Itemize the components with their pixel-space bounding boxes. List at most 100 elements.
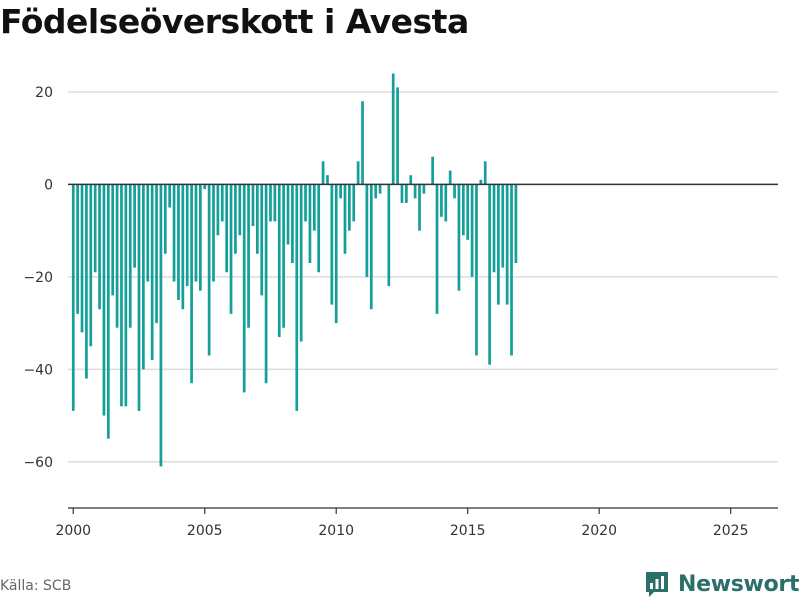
brand-name: Newsworthy	[678, 571, 800, 597]
x-tick-label: 2020	[581, 523, 617, 539]
bar	[194, 184, 198, 282]
source-note: Källa: SCB	[0, 578, 72, 594]
bar	[435, 184, 439, 314]
bar	[159, 184, 163, 467]
bar	[111, 184, 115, 296]
bar	[457, 184, 461, 291]
bar	[242, 184, 246, 393]
bar	[120, 184, 123, 407]
bar	[89, 184, 93, 347]
y-tick-label: −40	[23, 362, 53, 378]
bar	[510, 184, 513, 356]
bar	[286, 184, 290, 245]
bar	[163, 184, 167, 254]
bar	[142, 184, 145, 370]
bar	[76, 184, 79, 314]
bar	[199, 184, 202, 291]
bar	[85, 184, 88, 379]
bar	[356, 161, 360, 185]
bar	[155, 184, 158, 324]
bar	[137, 184, 141, 411]
x-tick-label: 2000	[55, 523, 91, 539]
bar	[453, 184, 456, 199]
bar	[295, 184, 299, 411]
bar	[317, 184, 321, 273]
newsworthy-logo-icon	[646, 572, 668, 597]
bar	[404, 184, 408, 203]
bar	[483, 161, 487, 185]
bar	[181, 184, 185, 310]
bar	[334, 184, 338, 324]
bar	[330, 184, 334, 305]
bar	[71, 184, 75, 411]
bar	[396, 87, 399, 185]
x-tick-label: 2025	[713, 523, 749, 539]
bar	[190, 184, 193, 384]
bar	[475, 184, 478, 356]
bar-series	[71, 73, 518, 467]
bar	[177, 184, 180, 300]
bar	[80, 184, 84, 333]
bar	[440, 184, 443, 217]
x-tick-label: 2015	[450, 523, 486, 539]
bar	[479, 179, 483, 185]
x-tick-label: 2010	[318, 523, 354, 539]
bar	[234, 184, 237, 254]
bar	[93, 184, 97, 273]
bar	[497, 184, 500, 305]
bar	[369, 184, 373, 310]
bar	[348, 184, 351, 231]
bar	[238, 184, 242, 236]
bar	[488, 184, 491, 365]
bar	[492, 184, 496, 273]
bar	[207, 184, 211, 356]
bar	[470, 184, 474, 277]
bar	[321, 161, 325, 185]
y-tick-label: −60	[23, 455, 53, 471]
x-tick-label: 2005	[187, 523, 223, 539]
bar	[391, 73, 395, 185]
bar	[461, 184, 465, 236]
bar	[150, 184, 154, 361]
bar	[361, 101, 364, 185]
bar	[343, 184, 347, 254]
bar	[352, 184, 356, 222]
bar	[374, 184, 378, 199]
bar	[229, 184, 233, 314]
bar	[418, 184, 421, 231]
x-axis: 2000 2005 2010 2015 2020 2025	[55, 507, 778, 539]
chart-title: Födelseöverskott i Avesta	[0, 2, 469, 41]
bar	[212, 184, 215, 282]
bar	[466, 184, 470, 240]
bar	[277, 184, 281, 337]
bar	[308, 184, 312, 264]
bar	[133, 184, 136, 268]
bar	[146, 184, 150, 282]
bar	[255, 184, 259, 254]
bar	[400, 184, 404, 203]
bar	[185, 184, 189, 287]
bar	[312, 184, 316, 231]
bar	[339, 184, 342, 199]
bar	[98, 184, 101, 310]
bar	[260, 184, 264, 296]
bar	[203, 184, 207, 190]
bar	[124, 184, 128, 407]
newsworthy-logo[interactable]: Newsworthy	[644, 568, 800, 600]
bar	[128, 184, 132, 328]
bar	[220, 184, 224, 222]
y-tick-label: 20	[35, 85, 53, 101]
bar	[273, 184, 277, 222]
bar	[505, 184, 509, 305]
bar	[247, 184, 250, 328]
bar	[225, 184, 229, 273]
bar	[431, 156, 434, 185]
bar	[514, 184, 518, 264]
bar	[365, 184, 369, 277]
bar	[409, 175, 413, 185]
bar	[444, 184, 448, 222]
y-tick-label: 0	[44, 177, 53, 193]
bar	[501, 184, 505, 268]
bar	[106, 184, 110, 439]
bar	[413, 184, 417, 199]
